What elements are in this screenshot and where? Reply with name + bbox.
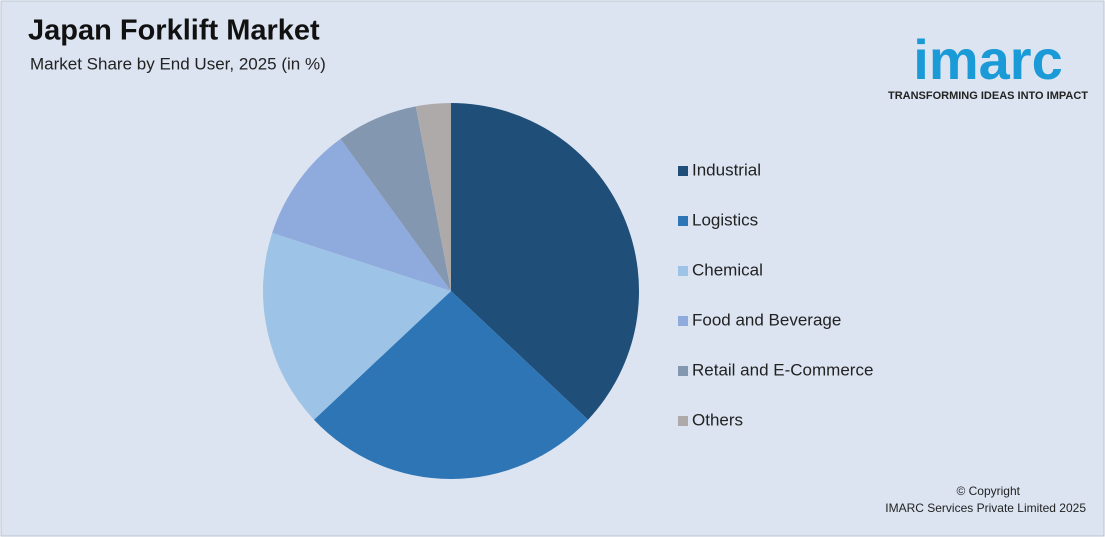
pie-slice [340, 106, 451, 292]
copyright: © Copyright [956, 484, 1020, 498]
legend-label: Others [692, 410, 743, 429]
pie-slice [313, 291, 589, 479]
legend-swatch [678, 316, 688, 326]
pie-slice [272, 138, 451, 291]
pie-slice [415, 103, 451, 291]
logo: imarc [913, 28, 1062, 91]
pie-slice [451, 103, 639, 420]
copyright-owner: IMARC Services Private Limited 2025 [885, 501, 1086, 515]
chart-subtitle: Market Share by End User, 2025 (in %) [30, 54, 326, 73]
legend-label: Industrial [692, 160, 761, 179]
legend-swatch [678, 416, 688, 426]
pie-slice [263, 232, 451, 420]
legend-swatch [678, 266, 688, 276]
legend-label: Retail and E-Commerce [692, 360, 873, 379]
legend-swatch [678, 366, 688, 376]
chart-title: Japan Forklift Market [28, 15, 320, 47]
legend-label: Food and Beverage [692, 310, 841, 329]
tagline: TRANSFORMING IDEAS INTO IMPACT [888, 90, 1088, 102]
legend-label: Logistics [692, 210, 758, 229]
legend-swatch [678, 216, 688, 226]
legend-swatch [678, 166, 688, 176]
legend-label: Chemical [692, 260, 763, 279]
